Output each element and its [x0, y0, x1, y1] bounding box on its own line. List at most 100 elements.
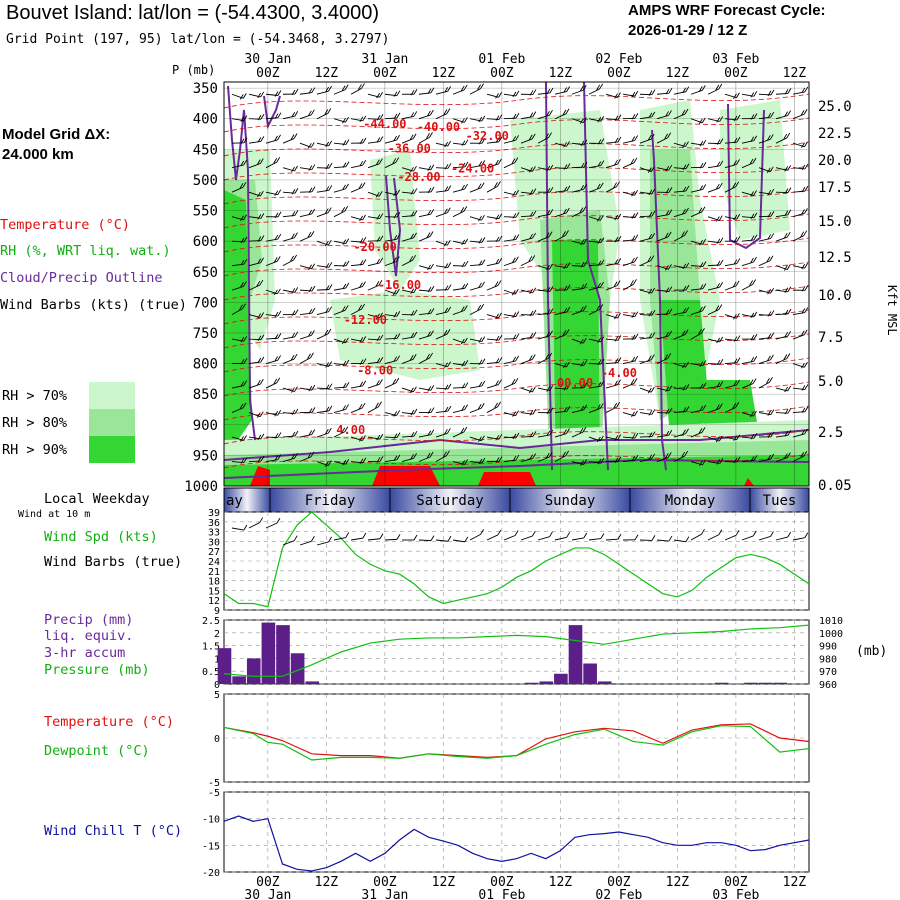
wind-barb-58 — [282, 331, 299, 340]
wind-barb-362 — [605, 335, 622, 342]
wind-barb-445 — [690, 404, 707, 413]
pressure-tick-10: 850 — [193, 387, 218, 403]
wind-barb-462 — [707, 435, 723, 443]
wind-ytick-7: 30 — [208, 537, 220, 548]
wind-barb-325 — [571, 206, 587, 218]
bottom-date-tick-4: 03 Feb — [712, 888, 759, 900]
wind-barb-507 — [758, 354, 774, 365]
wind-barb-447 — [690, 459, 706, 467]
wind-barb-409 — [656, 308, 673, 316]
wind-barb-125 — [350, 402, 366, 413]
wind-barb-458 — [707, 336, 724, 344]
wind-barb-399 — [639, 453, 656, 462]
wind-barb-27 — [248, 356, 265, 365]
wind-barb-344 — [588, 281, 604, 291]
wind-barb-124 — [350, 380, 367, 389]
wind-barb-502 — [758, 233, 775, 242]
wind-barb-7 — [231, 258, 248, 267]
wind-barb-381 — [622, 410, 638, 418]
surface-barb-32 — [775, 531, 792, 541]
precip-bar-10 — [554, 673, 568, 684]
wind-barb-461 — [707, 403, 723, 413]
wind-barb-542 — [792, 428, 808, 438]
wind-barb-452 — [707, 182, 723, 193]
precip-bar-2 — [246, 658, 261, 684]
wind-barb-242 — [486, 136, 503, 144]
wind-barb-146 — [384, 134, 400, 144]
surface-barb-15 — [486, 529, 502, 541]
wind-ytick-9: 36 — [208, 518, 220, 529]
pressure-tick-8: 750 — [193, 326, 218, 342]
precip-bar-6 — [305, 681, 320, 684]
surface-barb-30 — [741, 530, 757, 541]
wind-barb-18 — [248, 136, 265, 144]
surface-barb-26 — [673, 536, 690, 543]
wind-barb-408 — [656, 286, 673, 293]
wind-barb-87 — [316, 262, 333, 269]
wind-barb-159 — [384, 454, 401, 462]
wind-barb-451 — [707, 160, 724, 169]
wind-barb-360 — [605, 280, 621, 291]
wind-barb-225 — [469, 115, 486, 123]
precip-ytick-2: 1 — [214, 654, 220, 665]
wind-barb-332 — [571, 382, 588, 389]
wind-barb-453 — [707, 215, 723, 222]
wind-barb-297 — [537, 308, 554, 316]
wind-barb-39 — [265, 256, 281, 267]
wind-barb-375 — [622, 256, 638, 267]
warm-surface-2 — [478, 472, 536, 486]
wind-barb-176 — [418, 87, 435, 95]
wind-barb-299 — [537, 352, 553, 364]
wind-barb-219 — [452, 360, 469, 367]
wind-barb-38 — [265, 233, 282, 242]
wind-barb-4 — [231, 182, 247, 193]
wind-barb-459 — [707, 358, 724, 366]
wind-barb-282 — [520, 331, 537, 340]
surface-barb-33 — [792, 532, 809, 541]
wind-barb-186 — [418, 330, 434, 340]
wind-barb-438 — [690, 239, 706, 246]
wind-barb-498 — [758, 134, 774, 144]
wind-barb-296 — [537, 286, 554, 293]
wind-barb-33 — [265, 112, 282, 120]
wind-barb-76 — [299, 384, 316, 392]
wind-barb-540 — [792, 384, 809, 391]
wind-barb-20 — [248, 190, 264, 198]
surface-barb-7 — [350, 532, 367, 541]
wind-barb-198 — [435, 240, 451, 247]
bottom-time-tick-3: 12Z — [432, 875, 456, 890]
precip-bar-8 — [524, 682, 539, 684]
precip-frame — [223, 619, 810, 685]
wind-barb-239 — [469, 457, 486, 465]
top-time-tick-1: 12Z — [315, 66, 339, 81]
wind-barb-80 — [316, 85, 332, 95]
wind-barb-323 — [571, 161, 588, 169]
wind-barb-247 — [486, 257, 503, 267]
wind-barb-423 — [673, 262, 690, 270]
wind-barb-229 — [469, 214, 485, 222]
cloud-outline-5 — [651, 129, 667, 471]
wind-barb-425 — [673, 307, 690, 316]
wind-barb-231 — [469, 259, 486, 267]
wind-barb-50 — [282, 133, 298, 144]
surface-barb-17 — [520, 530, 536, 541]
height-tick-0: 25.0 — [818, 99, 852, 115]
wind-barb-429 — [673, 406, 690, 413]
wind-barb-279 — [520, 255, 536, 267]
wind-barb-262 — [503, 234, 520, 242]
wind-barb-107 — [333, 359, 350, 367]
wind-barb-532 — [792, 185, 809, 193]
pressure-tick-9: 800 — [193, 357, 218, 373]
pressure-ytick-1: 970 — [819, 667, 837, 678]
wind-barb-21 — [248, 213, 265, 220]
wind-barb-270 — [503, 432, 520, 440]
wind-barb-281 — [520, 309, 537, 317]
wind-barb-468 — [724, 181, 740, 193]
wind-barb-515 — [775, 165, 792, 172]
wind-barb-435 — [690, 162, 707, 169]
precip-bar-14 — [714, 682, 729, 684]
wind-barb-110 — [333, 426, 349, 438]
wind-barb-106 — [333, 337, 349, 345]
wind-barb-136 — [367, 280, 383, 291]
